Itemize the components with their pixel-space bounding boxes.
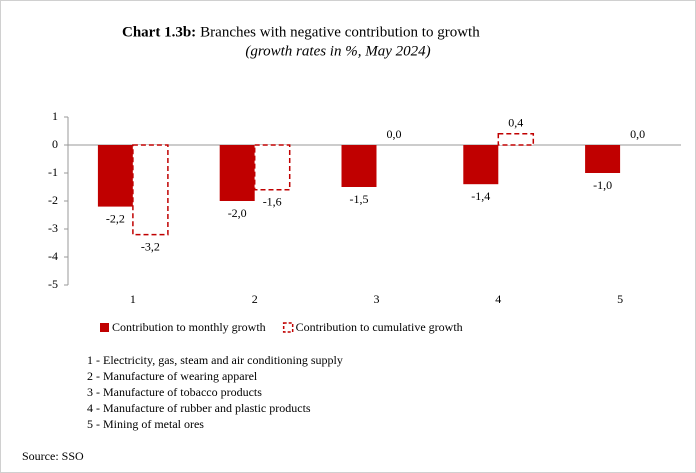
note: 1 - Electricity, gas, steam and air cond…	[87, 353, 343, 367]
data-label: -2,2	[106, 211, 125, 225]
bar	[463, 145, 499, 185]
y-tick-label: -5	[48, 277, 58, 291]
note: 3 - Manufacture of tobacco products	[87, 385, 262, 399]
legend-label: Contribution to cumulative growth	[296, 320, 463, 334]
y-tick-label: 0	[52, 137, 58, 151]
bar	[132, 144, 169, 236]
data-label: -1,5	[350, 192, 369, 206]
data-label: -1,6	[263, 195, 282, 209]
y-tick-label: -1	[48, 165, 58, 179]
note: 4 - Manufacture of rubber and plastic pr…	[87, 401, 311, 415]
x-tick-label: 3	[374, 292, 380, 306]
bar	[97, 145, 133, 207]
bar	[219, 145, 255, 201]
bar	[497, 133, 535, 146]
data-label: 0,4	[508, 116, 523, 130]
data-label: -1,4	[471, 189, 490, 203]
y-tick-label: 1	[52, 109, 58, 123]
data-label: -3,2	[141, 239, 160, 253]
y-tick-label: -4	[48, 249, 58, 263]
data-label: 0,0	[630, 127, 645, 141]
note: 5 - Mining of metal ores	[87, 417, 204, 431]
note: 2 - Manufacture of wearing apparel	[87, 369, 258, 383]
y-tick-label: -3	[48, 221, 58, 235]
bar	[585, 145, 621, 173]
x-tick-label: 5	[617, 292, 623, 306]
x-tick-label: 4	[495, 292, 501, 306]
bar	[341, 145, 377, 187]
x-tick-label: 2	[252, 292, 258, 306]
x-tick-label: 1	[130, 292, 136, 306]
bar	[253, 144, 291, 191]
source: Source: SSO	[22, 449, 84, 463]
chart-title-label: Chart 1.3b:	[122, 24, 196, 40]
chart-title: Branches with negative contribution to g…	[200, 24, 480, 40]
chart-subtitle: (growth rates in %, May 2024)	[245, 43, 430, 59]
data-label: 0,0	[387, 127, 402, 141]
data-label: -1,0	[593, 178, 612, 192]
legend-swatch	[100, 323, 109, 332]
data-label: -2,0	[228, 206, 247, 220]
legend-swatch	[282, 322, 294, 333]
y-tick-label: -2	[48, 193, 58, 207]
legend-label: Contribution to monthly growth	[112, 320, 266, 334]
